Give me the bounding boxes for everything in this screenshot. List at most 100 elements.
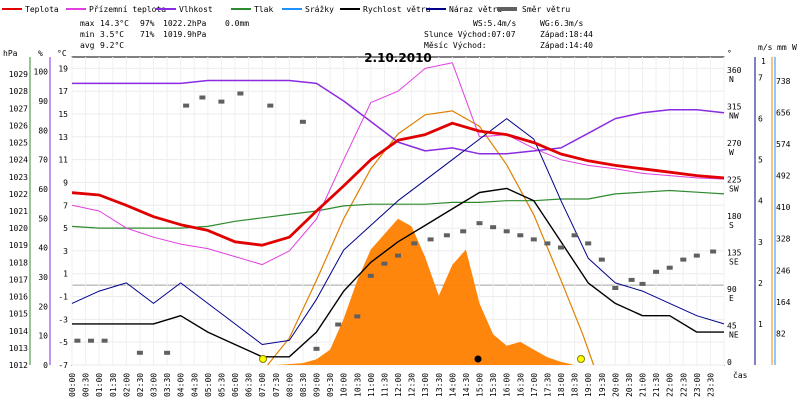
time-tick-label: 17:30 (543, 373, 552, 397)
legend-item-wind-gust: Náraz větru (426, 5, 502, 14)
temp-tick-label: 7 (63, 201, 68, 210)
temp-tick-label: 19 (58, 64, 68, 73)
temp-tick-label: 13 (58, 133, 68, 142)
wind-direction-mark (381, 261, 388, 266)
time-tick-label: 10:00 (340, 373, 349, 397)
time-tick-label: 22:00 (666, 373, 675, 397)
stats-max-label: max (80, 19, 95, 28)
stats-moon-rise: Měsíc Východ: (424, 41, 487, 50)
legend-item-wind-speed: Rychlost větru (340, 5, 431, 14)
solar-tick-label: 574 (776, 140, 791, 149)
wind-direction-mark (503, 229, 510, 234)
pressure-tick-label: 1028 (9, 87, 28, 96)
time-tick-label: 23:30 (706, 373, 715, 397)
pressure-tick-label: 1014 (9, 327, 28, 336)
time-tick-label: 07:30 (272, 373, 281, 397)
solar-tick-label: 328 (776, 235, 791, 244)
time-tick-label: 11:30 (380, 373, 389, 397)
wind-tick-label: 7 (758, 74, 763, 83)
direction-compass-label: N (729, 75, 734, 84)
time-tick-label: 04:00 (177, 373, 186, 397)
time-tick-label: 21:30 (652, 373, 661, 397)
time-tick-label: 05:00 (204, 373, 213, 397)
stats-sun-set: Západ:18:44 (540, 30, 593, 39)
solar-axis-unit: W (792, 43, 797, 52)
legend-label-humidity: Vlhkost (179, 5, 213, 14)
stats-max-press: 1022.2hPa (163, 19, 207, 28)
wind-direction-mark (354, 314, 361, 319)
wind-direction-mark (490, 225, 497, 230)
time-tick-label: 08:30 (299, 373, 308, 397)
plot-grid (71, 57, 725, 366)
stats-block: max 14.3°C 97% 1022.2hPa 0.0mm min 3.5°C… (80, 19, 593, 50)
wind-speed-line (72, 187, 724, 358)
time-tick-label: 00:00 (68, 373, 77, 397)
wind-direction-mark (237, 91, 244, 96)
direction-tick-label: 270 (727, 139, 742, 148)
temp-tick-label: -3 (58, 315, 68, 324)
solar-tick-label: 246 (776, 266, 791, 275)
temp-tick-label: 11 (58, 156, 68, 165)
direction-axis-unit: ° (727, 49, 732, 58)
time-tick-label: 05:30 (217, 373, 226, 397)
time-axis-labels: 00:00 00:30 01:00 01:30 02:00 02:30 03:00 03:30… (68, 373, 715, 397)
temp-tick-label: 3 (63, 247, 68, 256)
time-tick-label: 11:00 (367, 373, 376, 397)
stats-min-temp: 3.5°C (100, 30, 124, 39)
wind-direction-mark (653, 269, 660, 274)
legend-label-temperature: Teplota (25, 5, 59, 14)
time-tick-label: 03:30 (163, 373, 172, 397)
wind-direction-mark (628, 277, 635, 282)
temperature-line (71, 121, 725, 247)
feels-like-line (71, 62, 725, 266)
time-tick-label: 23:00 (693, 373, 702, 397)
wind-direction-mark (199, 95, 206, 100)
time-tick-label: 21:00 (639, 373, 648, 397)
legend-label-rain: Srážky (305, 5, 334, 14)
x-axis-label: čas (733, 370, 748, 380)
humidity-line (72, 79, 725, 155)
time-tick-label: 14:00 (448, 373, 457, 397)
pressure-tick-label: 1019 (9, 241, 28, 250)
stats-max-temp: 14.3°C (100, 19, 129, 28)
legend-item-pressure: Tlak (231, 5, 273, 14)
wind-tick-label: 2 (758, 279, 763, 288)
time-tick-label: 01:30 (109, 373, 118, 397)
solar-radiation (72, 110, 724, 366)
wind-direction-mark (101, 338, 108, 343)
chart-title: 2.10.2010 (364, 51, 432, 65)
pressure-tick-label: 1024 (9, 156, 28, 165)
wind-direction-mark (335, 322, 342, 327)
wind-direction-mark (164, 350, 171, 355)
time-tick-label: 06:30 (245, 373, 254, 397)
stats-sun-rise: Slunce Východ:07:07 (424, 30, 516, 39)
solar-tick-label: 164 (776, 298, 791, 307)
solar-radiation-area (72, 218, 724, 365)
pressure-tick-label: 1017 (9, 275, 28, 284)
pressure-tick-label: 1020 (9, 224, 28, 233)
stats-max-hum: 97% (140, 19, 155, 28)
temp-axis-unit: °C (57, 49, 67, 58)
stats-wind-speed: WS:5.4m/s (473, 19, 517, 28)
stats-min-hum: 71% (140, 30, 155, 39)
wind-direction-mark (183, 103, 190, 108)
pressure-tick-label: 1021 (9, 207, 28, 216)
wind-gust-line (71, 118, 725, 345)
time-tick-label: 12:30 (408, 373, 417, 397)
wind-direction-mark (395, 253, 401, 258)
legend-item-temperature: Teplota (2, 5, 59, 14)
time-tick-label: 14:30 (462, 373, 471, 397)
legend-label-feels-like: Přízemní teplota (89, 5, 166, 14)
time-tick-label: 16:30 (516, 373, 525, 397)
stats-min-label: min (80, 30, 95, 39)
direction-tick-label: 225 (727, 176, 742, 185)
direction-compass-label: NW (729, 112, 739, 121)
time-tick-label: 13:30 (435, 373, 444, 397)
wind-direction-mark (530, 237, 537, 242)
wind-direction-mark (136, 350, 143, 355)
wind-tick-label: 3 (758, 238, 763, 247)
pressure-tick-label: 1018 (9, 258, 28, 267)
wind-direction-mark (710, 249, 717, 254)
wind-direction-mark (517, 233, 524, 238)
